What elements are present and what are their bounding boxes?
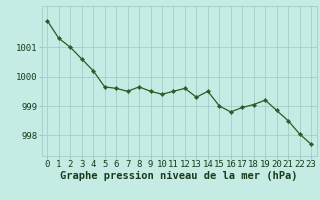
X-axis label: Graphe pression niveau de la mer (hPa): Graphe pression niveau de la mer (hPa) [60,171,298,181]
